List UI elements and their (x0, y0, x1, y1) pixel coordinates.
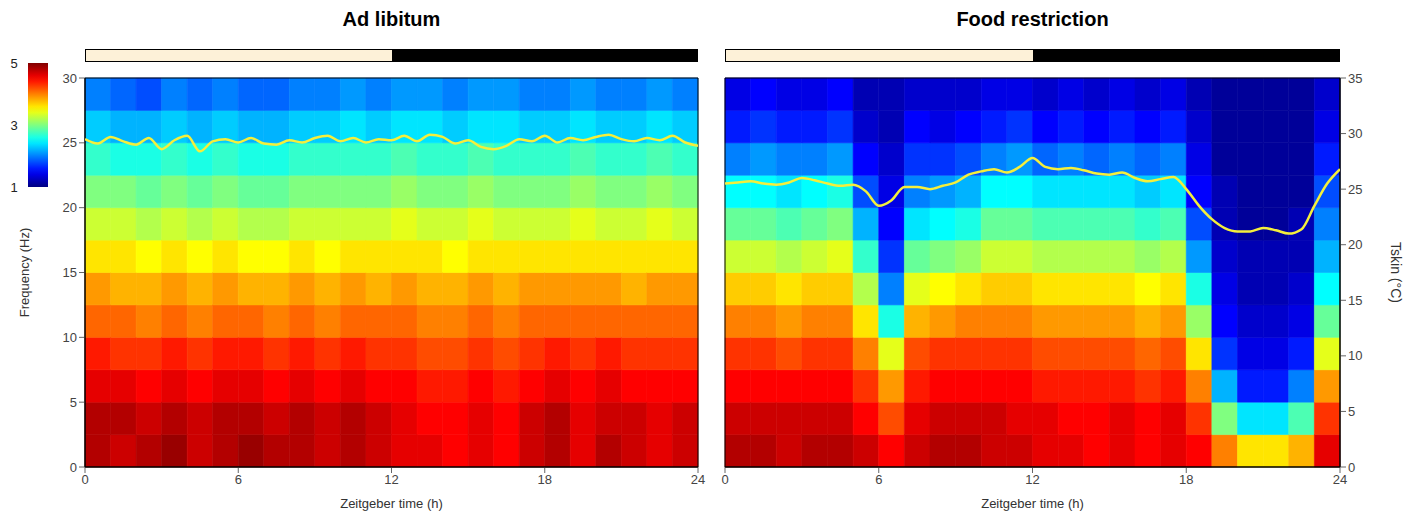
svg-text:0: 0 (721, 472, 728, 487)
svg-text:25: 25 (1348, 182, 1362, 197)
svg-text:6: 6 (235, 472, 242, 487)
svg-text:5: 5 (1348, 404, 1355, 419)
svg-text:18: 18 (1179, 472, 1193, 487)
svg-text:35: 35 (1348, 71, 1362, 86)
svg-text:3: 3 (10, 118, 17, 133)
svg-text:12: 12 (1025, 472, 1039, 487)
svg-text:30: 30 (63, 71, 77, 86)
svg-text:30: 30 (1348, 126, 1362, 141)
svg-text:15: 15 (1348, 293, 1362, 308)
svg-text:6: 6 (875, 472, 882, 487)
svg-text:20: 20 (63, 200, 77, 215)
svg-text:24: 24 (691, 472, 705, 487)
svg-text:Zeitgeber time (h): Zeitgeber time (h) (340, 496, 443, 511)
html-text:Ad libitum: Ad libitum (342, 8, 441, 30)
svg-text:12: 12 (384, 472, 398, 487)
svg-text:5: 5 (10, 56, 17, 71)
svg-text:24: 24 (1333, 472, 1347, 487)
svg-text:15: 15 (63, 265, 77, 280)
svg-text:Zeitgeber time (h): Zeitgeber time (h) (981, 496, 1084, 511)
svg-text:0: 0 (70, 460, 77, 475)
svg-text:Frequency (Hz): Frequency (Hz) (17, 228, 32, 318)
svg-text:5: 5 (70, 395, 77, 410)
svg-text:20: 20 (1348, 237, 1362, 252)
svg-text:Tskin (°C): Tskin (°C) (1388, 242, 1404, 303)
svg-text:1: 1 (10, 180, 17, 195)
svg-text:18: 18 (538, 472, 552, 487)
html-text:Food restriction: Food restriction (956, 8, 1109, 30)
svg-text:25: 25 (63, 135, 77, 150)
svg-text:0: 0 (81, 472, 88, 487)
svg-text:10: 10 (1348, 348, 1362, 363)
svg-text:0: 0 (1348, 460, 1355, 475)
svg-text:10: 10 (63, 330, 77, 345)
